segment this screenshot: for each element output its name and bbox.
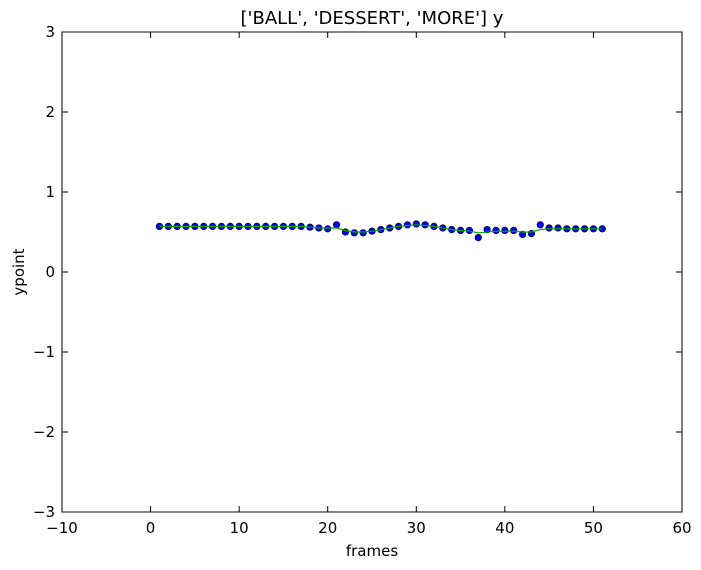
x-tick-label: 40 <box>495 519 514 537</box>
data-point <box>536 221 544 229</box>
chart-title: ['BALL', 'DESSERT', 'MORE'] y <box>241 8 504 29</box>
data-point <box>324 225 332 233</box>
y-tick-label: 1 <box>45 183 55 201</box>
data-point <box>359 229 367 237</box>
x-axis-label: frames <box>346 542 398 560</box>
x-tick-label: 0 <box>146 519 156 537</box>
plot-content <box>155 220 606 242</box>
y-axis-label: ypoint <box>10 248 28 295</box>
data-point <box>332 221 341 229</box>
data-point <box>510 226 518 234</box>
x-tick-label: −10 <box>46 519 78 537</box>
data-point <box>518 230 527 238</box>
data-point <box>474 234 482 242</box>
y-tick-label: −3 <box>33 503 55 521</box>
y-tick-label: −1 <box>33 343 55 361</box>
plot-frame <box>61 31 683 513</box>
data-point <box>501 226 509 234</box>
data-point <box>545 224 553 232</box>
y-tick-label: 3 <box>45 23 55 41</box>
data-point <box>350 229 358 237</box>
x-tick-label: 10 <box>230 519 249 537</box>
y-tick-label: 0 <box>45 263 55 281</box>
data-point <box>554 224 562 232</box>
data-point <box>492 226 500 234</box>
y-tick-label: 2 <box>45 103 55 121</box>
x-tick-label: 60 <box>672 519 691 537</box>
smoothed-line <box>159 224 603 234</box>
x-tick-label: 20 <box>318 519 337 537</box>
x-tick-label: 30 <box>407 519 426 537</box>
data-point <box>412 220 420 228</box>
x-tick-label: 50 <box>584 519 603 537</box>
y-tick-label: −2 <box>33 423 55 441</box>
